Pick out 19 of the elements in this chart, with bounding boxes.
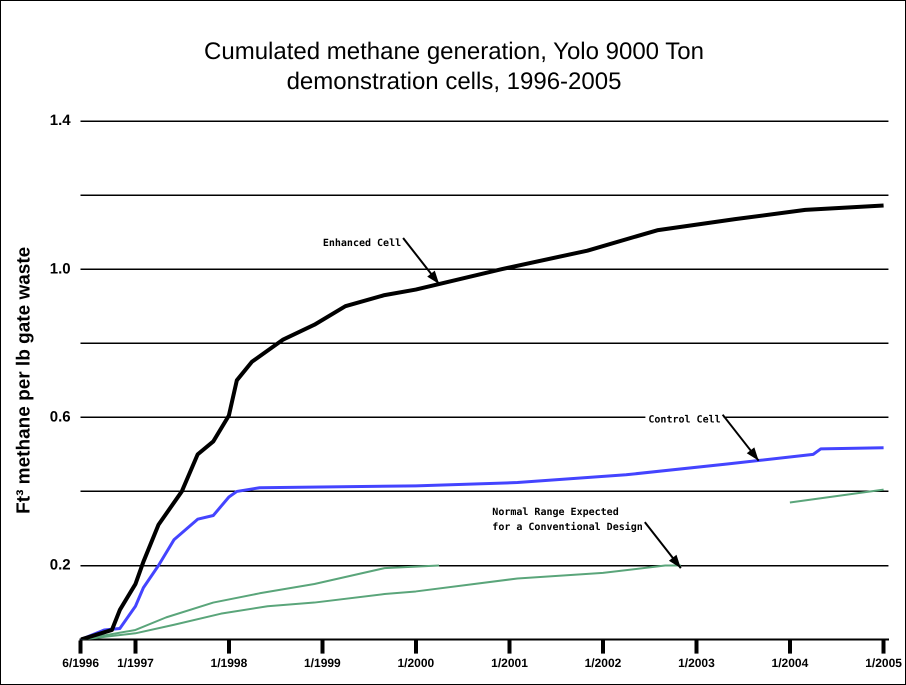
x-tick-label: 1/1997 [117,656,154,670]
y-tick-label: 0.2 [50,556,71,574]
x-tick-label: 1/2001 [491,656,528,670]
y-axis-title: Ft³ methane per lb gate waste [14,246,35,514]
x-tick-label: 1/1999 [304,656,342,670]
x-tick-label: 1/2004 [772,656,809,670]
annotation: Normal Range Expected for a Conventional Design [492,507,643,534]
x-tick-label: 6/1996 [62,656,100,670]
y-tick-label: 1.4 [50,112,72,130]
x-tick-label: 1/2005 [865,656,902,670]
x-tick-label: 1/2003 [678,656,716,670]
y-tick-label: 0.6 [50,408,71,426]
x-tick-label: 1/2002 [584,656,622,670]
x-tick-label: 1/1998 [210,656,248,670]
annotation: Control Cell [648,414,721,426]
x-tick-label: 1/2000 [397,656,434,670]
chart-title: Cumulated methane generation, Yolo 9000 Ton demonstration cells, 1996-2005 [203,37,705,97]
y-tick-label: 1.0 [50,260,71,278]
annotation: Enhanced Cell [322,238,402,249]
